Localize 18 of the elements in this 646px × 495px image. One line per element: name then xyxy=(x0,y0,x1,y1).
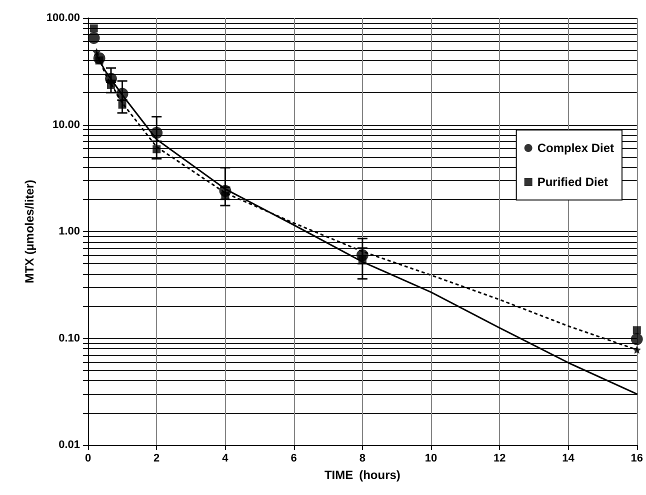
y-axis-title: MTX (µmoles/liter) xyxy=(22,180,36,284)
y-tick-label: 1.00 xyxy=(58,226,80,238)
x-tick-label: 16 xyxy=(630,452,644,464)
x-tick-label: 4 xyxy=(222,452,230,464)
y-tick-label: 10.00 xyxy=(52,118,80,131)
legend-label: Complex Diet xyxy=(537,141,614,155)
x-tick-label: 0 xyxy=(84,452,92,464)
y-tick-label: 0.01 xyxy=(58,439,80,451)
x-tick-label: 8 xyxy=(359,452,366,464)
x-tick-label: 6 xyxy=(290,452,297,464)
x-axis-title: TIME (hours) xyxy=(324,468,400,482)
legend-label: Purified Diet xyxy=(537,175,608,189)
y-tick-label: 100.00 xyxy=(46,12,80,24)
x-tick-label: 12 xyxy=(494,452,506,464)
y-tick-label: 0.10 xyxy=(58,332,80,344)
x-tick-label: 14 xyxy=(562,452,576,464)
x-tick-label: 2 xyxy=(154,452,160,464)
x-tick-label: 10 xyxy=(424,452,438,464)
